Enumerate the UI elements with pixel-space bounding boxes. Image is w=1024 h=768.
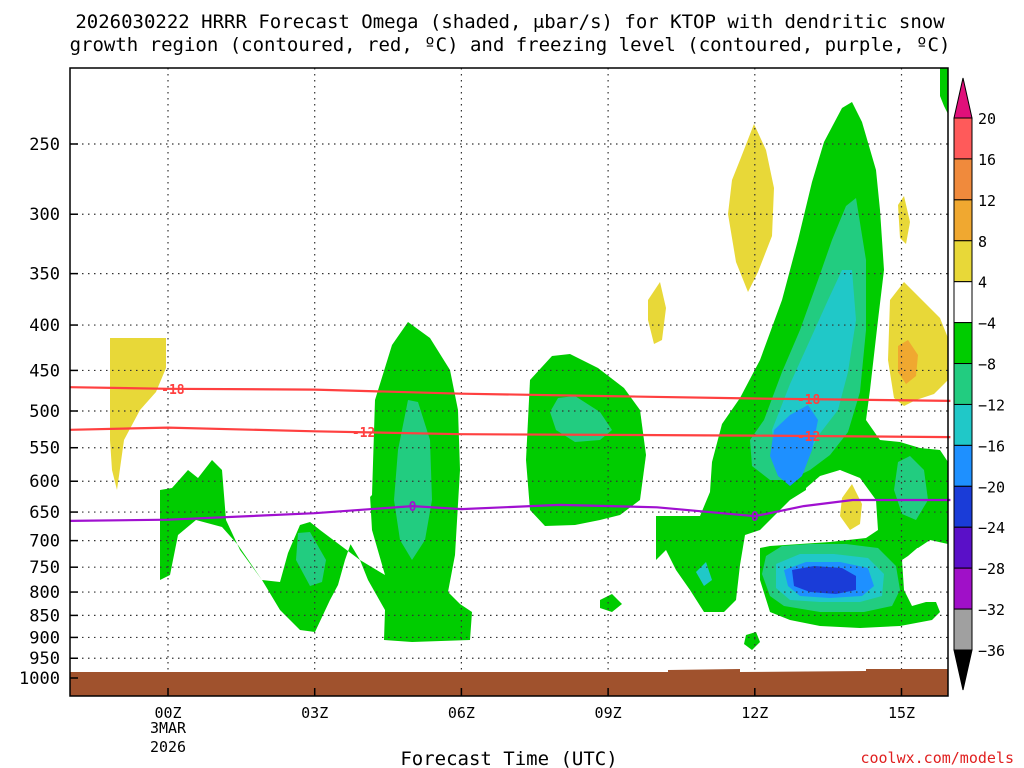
colorbar-label-1: 16 xyxy=(978,151,996,169)
omega-region-26 xyxy=(840,484,862,530)
contour-label--12-1: -12 xyxy=(797,430,820,445)
x-tick-label-09Z: 09Z xyxy=(595,704,622,722)
contour-label-0-1: 0 xyxy=(751,510,759,525)
y-tick-label-250: 250 xyxy=(29,135,60,155)
ground-fill xyxy=(70,669,948,696)
omega-region-27 xyxy=(940,68,948,114)
x-tick-label-12Z: 12Z xyxy=(741,704,768,722)
y-tick-label-1000: 1000 xyxy=(19,669,60,689)
y-tick-label-800: 800 xyxy=(29,583,60,603)
colorbar-label-2: 12 xyxy=(978,192,996,210)
colorbar-band-9 xyxy=(953,485,973,528)
omega-region-4 xyxy=(394,400,432,560)
contour-line--12 xyxy=(70,426,951,439)
omega-region-25 xyxy=(898,196,910,244)
axes: 2503003504004505005506006507007508008509… xyxy=(19,67,949,722)
omega-region-0 xyxy=(110,338,166,490)
colorbar-label-9: −20 xyxy=(978,478,1005,496)
omega-region-15 xyxy=(770,405,818,486)
contour-label--18-1: -18 xyxy=(797,393,821,408)
omega-region-1 xyxy=(160,322,472,642)
contours: -18 -18 -12 -12 0 0 xyxy=(70,383,951,525)
colorbar-label-11: −28 xyxy=(978,560,1005,578)
colorbar-band-6 xyxy=(953,363,973,405)
x-tick-label-15Z: 15Z xyxy=(888,704,915,722)
contour-label--12-0: -12 xyxy=(352,426,375,441)
colorbar-label-10: −24 xyxy=(978,519,1005,537)
colorbar-band-12 xyxy=(953,608,973,651)
date-label-year: 2026 xyxy=(150,738,186,756)
plot-frame xyxy=(69,67,949,697)
chart-title-line1: 2026030222 HRRR Forecast Omega (shaded, … xyxy=(75,11,945,33)
contour-line--18 xyxy=(70,386,951,402)
date-label-month: 3MAR xyxy=(150,719,187,737)
colorbar-band-2 xyxy=(953,199,973,242)
chart-title-line2: growth region (contoured, red, ºC) and f… xyxy=(70,34,951,56)
y-tick-label-900: 900 xyxy=(29,628,60,648)
y-tick-label-500: 500 xyxy=(29,402,60,422)
colorbar-label-13: −36 xyxy=(978,642,1005,660)
colorbar-bottom-arrow xyxy=(953,649,973,691)
y-tick-label-750: 750 xyxy=(29,558,60,578)
x-tick-label-00Z: 00Z xyxy=(154,704,181,722)
y-tick-label-550: 550 xyxy=(29,439,60,459)
colorbar-band-11 xyxy=(953,567,973,610)
colorbar-label-0: 20 xyxy=(978,110,996,128)
y-tick-label-400: 400 xyxy=(29,316,60,336)
colorbar-band-4 xyxy=(953,281,973,324)
x-tick-label-03Z: 03Z xyxy=(301,704,328,722)
grid xyxy=(70,68,948,696)
y-tick-label-850: 850 xyxy=(29,606,60,626)
omega-region-9 xyxy=(648,282,666,344)
colorbar-label-6: −8 xyxy=(978,356,996,374)
colorbar-band-3 xyxy=(953,240,973,283)
colorbar-band-10 xyxy=(953,526,973,569)
y-tick-label-350: 350 xyxy=(29,265,60,285)
y-tick-label-300: 300 xyxy=(29,205,60,225)
omega-region-8 xyxy=(744,632,760,650)
omega-region-7 xyxy=(600,594,622,612)
omega-region-24 xyxy=(898,340,918,384)
ground-layer xyxy=(70,669,948,696)
colorbar-label-3: 8 xyxy=(978,233,987,251)
x-axis-label: Forecast Time (UTC) xyxy=(400,748,617,768)
colorbar-label-12: −32 xyxy=(978,601,1005,619)
colorbar-band-8 xyxy=(953,444,973,487)
colorbar-label-4: 4 xyxy=(978,274,987,292)
colorbar-label-7: −12 xyxy=(978,396,1005,414)
x-tick-label-06Z: 06Z xyxy=(448,704,475,722)
omega-region-10 xyxy=(728,124,774,292)
omega-shading xyxy=(110,68,948,650)
colorbar-band-0 xyxy=(953,117,973,160)
colorbar-label-8: −16 xyxy=(978,437,1005,455)
colorbar-label-5: −4 xyxy=(978,315,996,333)
omega-region-6 xyxy=(550,396,612,442)
colorbar-band-5 xyxy=(953,322,973,365)
omega-region-19 xyxy=(792,566,856,594)
colorbar-band-1 xyxy=(953,158,973,201)
colorbar: 20 16 12 8 4 −4 −8 −12 −16 −20 −24 −28 −32 −36 xyxy=(953,77,1005,691)
y-tick-label-950: 950 xyxy=(29,649,60,669)
contour-label--18-0: -18 xyxy=(161,383,185,398)
colorbar-band-7 xyxy=(953,403,973,446)
omega-region-22 xyxy=(894,456,928,520)
contour-line-0 xyxy=(70,498,951,522)
watermark: coolwx.com/models xyxy=(860,749,1014,767)
omega-region-20 xyxy=(696,562,712,586)
contour-label-0-0: 0 xyxy=(409,500,417,515)
omega-region-23 xyxy=(888,282,948,406)
colorbar-top-arrow xyxy=(953,77,973,119)
y-tick-label-650: 650 xyxy=(29,503,60,523)
y-tick-label-700: 700 xyxy=(29,532,60,552)
y-tick-label-600: 600 xyxy=(29,472,60,492)
y-tick-label-450: 450 xyxy=(29,361,60,381)
omega-region-2 xyxy=(345,495,385,575)
omega-region-3 xyxy=(296,532,326,586)
